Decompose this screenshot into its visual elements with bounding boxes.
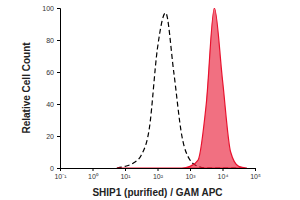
y-axis-title: Relative Cell Count [21, 42, 32, 134]
y-tick-label: 80 [46, 37, 54, 44]
x-tick-mark [93, 168, 94, 171]
x-tick: 10⁰ [88, 168, 99, 180]
x-tick-label: 10⁰ [88, 173, 99, 180]
x-tick: 10² [153, 168, 164, 180]
y-tick: 0 [50, 165, 60, 172]
x-tick-mark [255, 168, 256, 171]
x-axis-title: SHIP1 (purified) / GAM APC [92, 187, 222, 198]
x-tick: 10⁵ [250, 168, 261, 180]
x-tick-mark [223, 168, 224, 171]
y-tick-mark [57, 40, 60, 41]
x-tick: 10⁴ [218, 168, 229, 180]
x-tick: 10¹ [120, 168, 131, 180]
y-tick: 100 [42, 5, 60, 12]
x-tick-label: 10³ [185, 173, 196, 180]
y-tick: 20 [46, 133, 60, 140]
x-tick-label: 10⁵ [250, 173, 261, 180]
x-axis: 10⁻¹ 10⁰ 10¹ 10² 10³ 10⁴ 10⁵ [54, 168, 260, 180]
y-tick-mark [57, 8, 60, 9]
y-tick-mark [57, 104, 60, 105]
x-tick-mark [190, 168, 191, 171]
x-tick-label: 10⁻¹ [54, 173, 67, 180]
y-tick-mark [57, 72, 60, 73]
y-tick: 60 [46, 69, 60, 76]
x-tick-label: 10¹ [120, 173, 131, 180]
x-tick: 10⁻¹ [54, 168, 67, 180]
histogram-area [117, 8, 247, 168]
y-tick: 40 [46, 101, 60, 108]
y-tick: 80 [46, 37, 60, 44]
y-tick-mark [57, 168, 60, 169]
y-tick-label: 60 [46, 69, 54, 76]
x-tick-mark [158, 168, 159, 171]
data-layer [117, 8, 247, 168]
x-axis-line [61, 169, 256, 172]
y-axis-line [57, 9, 61, 169]
plot: 10⁻¹ 10⁰ 10¹ 10² 10³ 10⁴ 10⁵ 0 20 40 60 80 100 [42, 5, 261, 180]
y-tick-label: 100 [42, 5, 54, 12]
y-tick-label: 40 [46, 101, 54, 108]
x-tick: 10³ [185, 168, 196, 180]
x-tick-mark [125, 168, 126, 171]
y-tick-label: 0 [50, 165, 54, 172]
y-tick-mark [57, 136, 60, 137]
x-tick-label: 10⁴ [218, 173, 229, 180]
chart: 10⁻¹ 10⁰ 10¹ 10² 10³ 10⁴ 10⁵ 0 20 40 60 80 100 SHIP1 … [0, 0, 300, 200]
y-tick-label: 20 [46, 133, 54, 140]
y-axis: 0 20 40 60 80 100 [42, 5, 60, 172]
x-tick-label: 10² [153, 173, 164, 180]
